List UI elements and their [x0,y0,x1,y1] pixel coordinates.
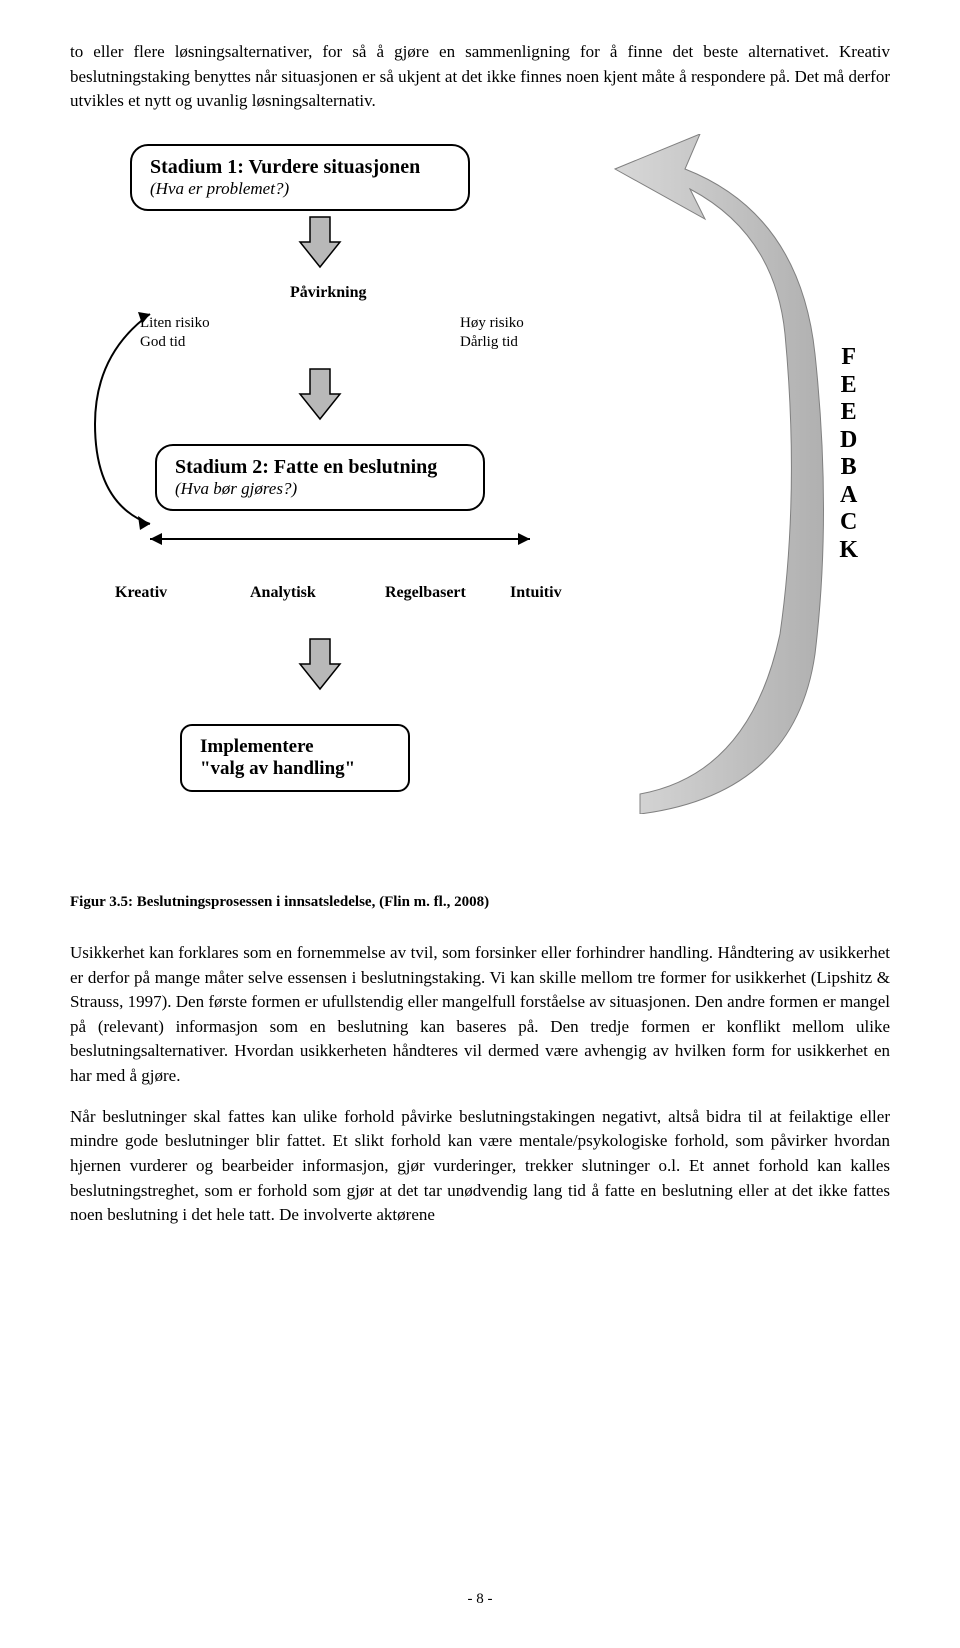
body-paragraph-1: Usikkerhet kan forklares som en fornemme… [70,941,890,1089]
arrow-down-1 [295,212,345,272]
arrow-down-2 [295,364,345,424]
feedback-loop-left [85,304,165,534]
stage1-subtitle: (Hva er problemet?) [150,179,450,199]
high-risk-label: Høy risiko Dårlig tid [460,314,524,352]
diagram-container: Stadium 1: Vurdere situasjonen (Hva er p… [100,144,860,864]
stage2-box: Stadium 2: Fatte en beslutning (Hva bør … [155,444,485,511]
implement-box: Implementere "valg av handling" [180,724,410,792]
stage1-box: Stadium 1: Vurdere situasjonen (Hva er p… [130,144,470,211]
regelbasert-label: Regelbasert [385,584,466,602]
implement-subtitle: "valg av handling" [200,758,390,780]
intuitiv-label: Intuitiv [510,584,562,602]
page-number: - 8 - [468,1591,493,1608]
implement-title: Implementere [200,736,390,758]
analytisk-label: Analytisk [250,584,316,602]
double-arrow-horizontal [130,524,550,554]
intro-paragraph: to eller flere løsningsalternativer, for… [70,40,890,114]
stage2-title: Stadium 2: Fatte en beslutning [175,456,465,479]
stage1-title: Stadium 1: Vurdere situasjonen [150,156,450,179]
feedback-label: F E E D B A C K [839,344,860,565]
figure-caption: Figur 3.5: Beslutningsprosessen i innsat… [70,894,890,911]
arrow-down-3 [295,634,345,694]
stage2-subtitle: (Hva bør gjøres?) [175,479,465,499]
feedback-arrow-big [570,134,850,814]
pavirkning-label: Påvirkning [290,284,366,302]
kreativ-label: Kreativ [115,584,167,602]
body-paragraph-2: Når beslutninger skal fattes kan ulike f… [70,1105,890,1228]
